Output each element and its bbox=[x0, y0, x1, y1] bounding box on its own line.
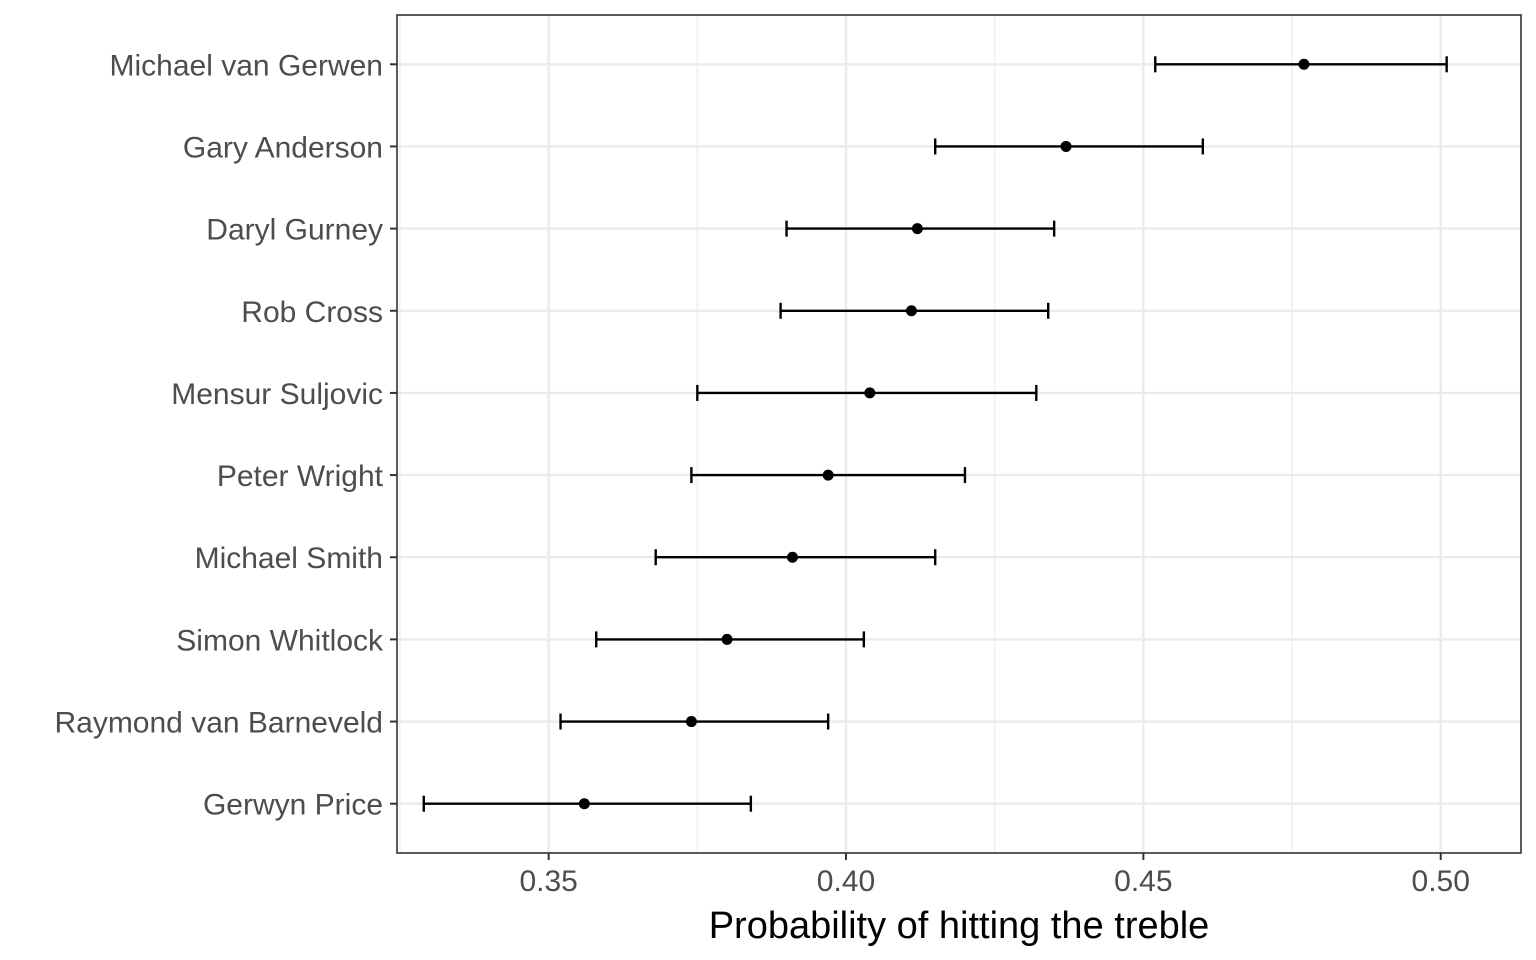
x-tick-label: 0.40 bbox=[817, 865, 875, 898]
estimate-point bbox=[1060, 140, 1072, 152]
error-bars bbox=[422, 56, 1448, 812]
minor-grid bbox=[399, 15, 1293, 853]
estimate-point bbox=[685, 716, 697, 728]
x-tick-label: 0.50 bbox=[1412, 865, 1470, 898]
estimate-point bbox=[822, 469, 834, 481]
y-tick-label: Michael van Gerwen bbox=[110, 49, 383, 82]
y-tick-label: Raymond van Barneveld bbox=[54, 707, 383, 740]
x-axis: 0.35 0.40 0.45 0.50 bbox=[519, 853, 1470, 898]
estimate-point bbox=[905, 305, 917, 317]
x-tick-label: 0.35 bbox=[519, 865, 577, 898]
y-tick-label: Gary Anderson bbox=[183, 131, 383, 164]
y-tick-label: Simon Whitlock bbox=[176, 624, 384, 657]
major-grid bbox=[397, 15, 1521, 853]
estimate-point bbox=[1298, 58, 1310, 70]
y-tick-label: Mensur Suljovic bbox=[171, 378, 383, 411]
estimate-point bbox=[721, 633, 733, 645]
y-tick-label: Peter Wright bbox=[217, 460, 384, 493]
panel-border bbox=[396, 14, 1522, 854]
y-tick-label: Michael Smith bbox=[195, 542, 383, 575]
estimate-point bbox=[786, 551, 798, 563]
estimate-point bbox=[578, 798, 590, 810]
x-tick-label: 0.45 bbox=[1114, 865, 1172, 898]
y-tick-label: Rob Cross bbox=[241, 296, 383, 329]
y-tick-label: Daryl Gurney bbox=[206, 214, 383, 247]
x-axis-title: Probability of hitting the treble bbox=[709, 905, 1210, 947]
estimate-points bbox=[578, 58, 1310, 810]
estimate-point bbox=[864, 387, 876, 399]
estimate-point bbox=[911, 223, 923, 235]
y-tick-label: Gerwyn Price bbox=[203, 789, 383, 822]
y-axis: Michael van Gerwen Gary Anderson Daryl Gur… bbox=[54, 49, 397, 822]
